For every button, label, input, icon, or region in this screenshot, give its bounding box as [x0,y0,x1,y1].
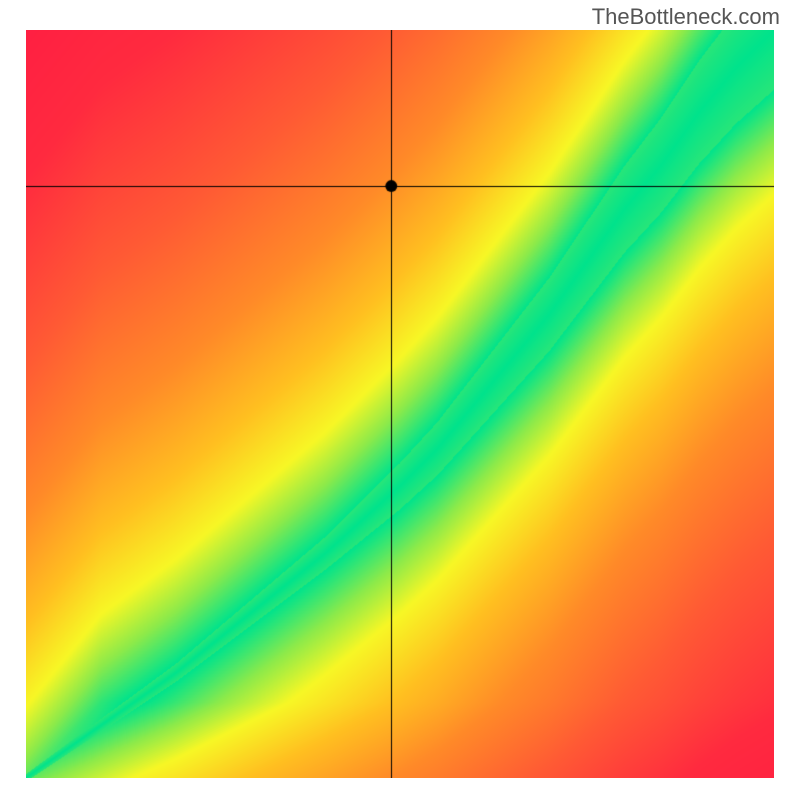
bottleneck-heatmap [26,30,774,778]
watermark-text: TheBottleneck.com [592,4,780,30]
